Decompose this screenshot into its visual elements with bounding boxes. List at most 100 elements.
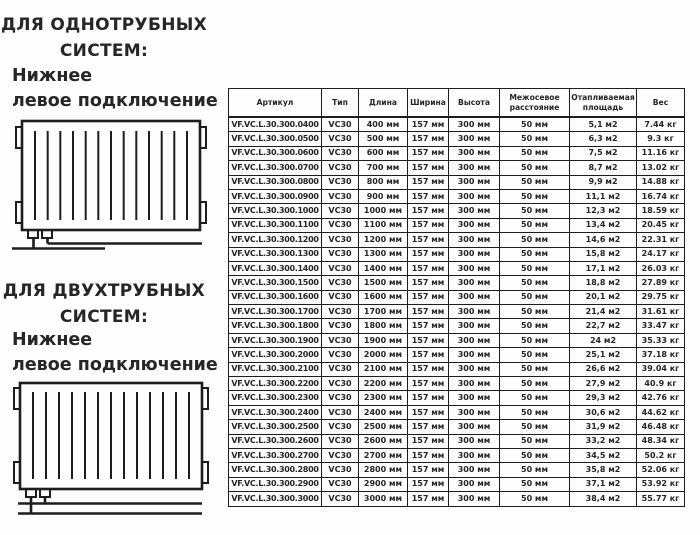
table-cell: 7,5 м2 — [569, 145, 637, 162]
table-cell: 14.88 кг — [636, 174, 685, 190]
table-cell: 14,6 м2 — [569, 232, 637, 248]
table-cell: 300 мм — [448, 188, 500, 205]
table-cell: VC30 — [321, 491, 359, 507]
table-cell: VF.VC.L.30.300.2100 — [228, 361, 322, 378]
table-cell: VF.VC.L.30.300.2000 — [228, 347, 322, 363]
table-cell: 1000 мм — [358, 203, 408, 219]
table-cell: 157 мм — [407, 390, 449, 406]
table-cell: 50 мм — [499, 491, 570, 507]
table-cell: 50 мм — [499, 318, 570, 334]
table-cell: 50 мм — [499, 203, 570, 219]
table-cell: 157 мм — [407, 491, 449, 507]
table-cell: 55.77 кг — [636, 491, 685, 507]
section-title-single-pipe: ДЛЯ ОДНОТРУБНЫХ СИСТЕМ: — [0, 12, 208, 64]
table-cell: 29.75 кг — [636, 289, 685, 306]
table-cell: 15,8 м2 — [569, 246, 637, 262]
table-cell: 157 мм — [407, 160, 449, 176]
table-cell: 18,8 м2 — [569, 275, 637, 291]
table-cell: 157 мм — [407, 232, 449, 248]
table-row: VF.VC.L.30.300.2500 VC30 2500 мм 157 мм 300 … — [228, 419, 685, 435]
table-cell: VC30 — [321, 462, 359, 478]
table-row: VF.VC.L.30.300.1500 VC30 1500 мм 157 мм 300 … — [228, 275, 685, 291]
table-cell: 157 мм — [407, 260, 449, 277]
table-cell: VF.VC.L.30.300.2700 — [228, 447, 322, 464]
table-cell: 157 мм — [407, 275, 449, 291]
table-cell: 50 мм — [499, 361, 570, 378]
table-cell: 3000 мм — [358, 491, 408, 507]
table-cell: 2600 мм — [358, 433, 408, 449]
table-cell: VC30 — [321, 361, 359, 378]
table-cell: 11,1 м2 — [569, 188, 637, 205]
table-row: VF.VC.L.30.300.2800 VC30 2800 мм 157 мм 300 … — [228, 462, 685, 478]
table-cell: VC30 — [321, 145, 359, 162]
table-row: VF.VC.L.30.300.0800 VC30 800 мм 157 мм 300 м… — [228, 174, 685, 190]
table-cell: 300 мм — [448, 289, 500, 306]
table-row: VF.VC.L.30.300.2400 VC30 2400 мм 157 мм 300 … — [228, 404, 685, 421]
table-cell: 300 мм — [448, 246, 500, 262]
table-cell: VF.VC.L.30.300.0900 — [228, 188, 322, 205]
table-cell: 157 мм — [407, 433, 449, 449]
table-cell: 300 мм — [448, 433, 500, 449]
table-cell: VC30 — [321, 116, 359, 133]
table-cell: 2900 мм — [358, 476, 408, 493]
table-cell: 300 мм — [448, 390, 500, 406]
table-cell: VC30 — [321, 447, 359, 464]
table-cell: 300 мм — [448, 131, 500, 147]
table-cell: VF.VC.L.30.300.2800 — [228, 462, 322, 478]
table-cell: 157 мм — [407, 318, 449, 334]
table-cell: VF.VC.L.30.300.1700 — [228, 304, 322, 320]
table-cell: 157 мм — [407, 203, 449, 219]
table-row: VF.VC.L.30.300.0900 VC30 900 мм 157 мм 300 м… — [228, 188, 685, 205]
table-cell: VF.VC.L.30.300.1300 — [228, 246, 322, 262]
table-cell: 157 мм — [407, 404, 449, 421]
table-row: VF.VC.L.30.300.0700 VC30 700 мм 157 мм 300 м… — [228, 160, 685, 176]
table-cell: 18.59 кг — [636, 203, 685, 219]
table-cell: VF.VC.L.30.300.1200 — [228, 232, 322, 248]
table-cell: 300 мм — [448, 145, 500, 162]
table-cell: 300 мм — [448, 419, 500, 435]
table-row: VF.VC.L.30.300.2700 VC30 2700 мм 157 мм 300 … — [228, 447, 685, 464]
table-cell: 300 мм — [448, 116, 500, 133]
table-cell: 157 мм — [407, 145, 449, 162]
section-title-line2: СИСТЕМ: — [59, 41, 149, 61]
table-cell: 500 мм — [358, 131, 408, 147]
table-cell: 1300 мм — [358, 246, 408, 262]
radiator-body — [18, 381, 204, 491]
table-cell: VF.VC.L.30.300.1100 — [228, 217, 322, 234]
table-cell: 25,1 м2 — [569, 347, 637, 363]
table-cell: 400 мм — [358, 116, 408, 133]
table-cell: VC30 — [321, 160, 359, 176]
table-cell: 300 мм — [448, 203, 500, 219]
table-cell: 157 мм — [407, 419, 449, 435]
table-cell: 900 мм — [358, 188, 408, 205]
table-cell: 17,1 м2 — [569, 260, 637, 277]
table-cell: 21,4 м2 — [569, 304, 637, 320]
table-row: VF.VC.L.30.300.3000 VC30 3000 мм 157 мм 300 … — [228, 491, 685, 507]
column-header: Высота — [448, 88, 500, 118]
table-cell: 50 мм — [499, 476, 570, 493]
table-cell: 300 мм — [448, 491, 500, 507]
table-cell: 37.18 кг — [636, 347, 685, 363]
table-row: VF.VC.L.30.300.1100 VC30 1100 мм 157 мм 300 … — [228, 217, 685, 234]
table-cell: 50 мм — [499, 304, 570, 320]
table-cell: VC30 — [321, 304, 359, 320]
subtitle-line2: левое подключение — [12, 355, 218, 375]
table-cell: 2100 мм — [358, 361, 408, 378]
table-cell: VC30 — [321, 376, 359, 392]
table-cell: VC30 — [321, 390, 359, 406]
table-cell: 300 мм — [448, 447, 500, 464]
table-cell: 157 мм — [407, 217, 449, 234]
table-cell: VC30 — [321, 347, 359, 363]
table-row: VF.VC.L.30.300.1600 VC30 1600 мм 157 мм 300 … — [228, 289, 685, 306]
table-cell: 22,7 м2 — [569, 318, 637, 334]
table-cell: 300 мм — [448, 160, 500, 176]
table-cell: VC30 — [321, 188, 359, 205]
radiator-body — [20, 119, 202, 232]
table-cell: 37,1 м2 — [569, 476, 637, 493]
table-cell: 1700 мм — [358, 304, 408, 320]
table-cell: 157 мм — [407, 332, 449, 349]
table-cell: 31.61 кг — [636, 304, 685, 320]
table-cell: 300 мм — [448, 260, 500, 277]
table-row: VF.VC.L.30.300.2300 VC30 2300 мм 157 мм 300 … — [228, 390, 685, 406]
table-cell: 46.48 кг — [636, 419, 685, 435]
